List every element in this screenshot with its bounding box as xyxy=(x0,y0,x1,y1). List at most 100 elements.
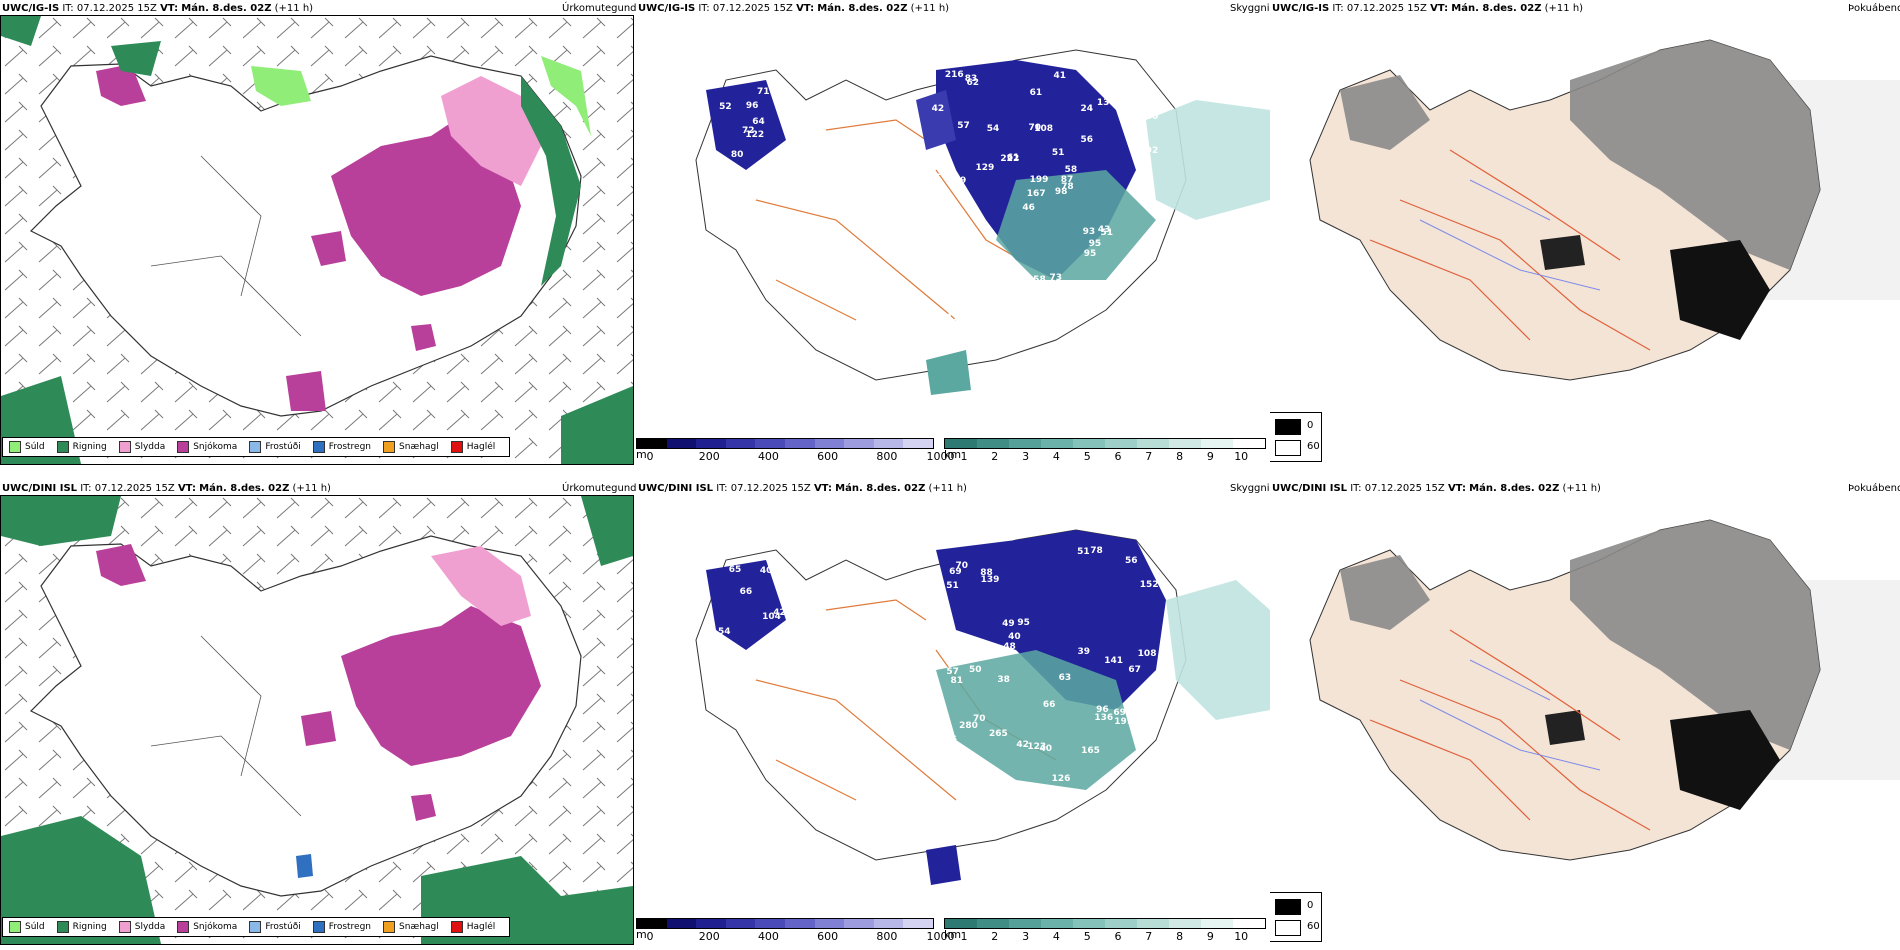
ceiling-value-label: 86 xyxy=(965,311,978,322)
ceiling-value-label: 61 xyxy=(1006,152,1020,163)
precip-type-panel-2: UWC/DINI ISL IT: 07.12.2025 15Z VT: Mán.… xyxy=(0,480,636,950)
legend-item: Rigning xyxy=(56,441,107,453)
visibility-unit: km xyxy=(944,928,962,941)
ceiling-value-label: 108 xyxy=(1137,649,1157,660)
legend-item: Frostregn xyxy=(312,441,371,453)
ceiling-value-label: 108 xyxy=(1034,124,1054,134)
ceiling-value-label: 39 xyxy=(1077,646,1090,657)
ceiling-value-label: 62 xyxy=(966,77,980,88)
ceiling-value-label: 95 xyxy=(1083,249,1097,260)
ceiling-value-label: 52 xyxy=(719,101,732,112)
fog-legend-min: 0 xyxy=(1307,900,1314,911)
ceiling-value-label: 43 xyxy=(1097,225,1111,236)
ceiling-value-label: 88 xyxy=(980,567,993,578)
panel-title: Úrkomutegund xyxy=(562,483,636,494)
panel-header: UWC/IG-IS IT: 07.12.2025 15Z VT: Mán. 8.… xyxy=(638,3,950,14)
tick-label: 0 xyxy=(646,930,654,943)
tick-label: 1 xyxy=(960,450,968,463)
ceiling-value-label: 73 xyxy=(1049,272,1063,283)
ceiling-value-label: 40 xyxy=(759,565,773,576)
fog-map[interactable] xyxy=(1270,500,1900,910)
ceiling-value-label: 59 xyxy=(1136,766,1149,777)
ceiling-value-label: 80 xyxy=(730,150,744,161)
ceiling-value-label: 66 xyxy=(739,587,753,598)
ceiling-value-label: 57 xyxy=(946,667,959,678)
ceiling-value-label: 40 xyxy=(1153,690,1166,701)
ceiling-value-label: 54 xyxy=(719,639,732,650)
ceiling-colorbar: m 0 200 400 600 800 1000 xyxy=(636,438,954,463)
ceiling-value-label: 92 xyxy=(1145,146,1159,157)
ceiling-value-label: 138 xyxy=(978,272,998,283)
tick-label: 600 xyxy=(817,930,839,943)
ceiling-value-label: 122 xyxy=(745,130,765,141)
legend-item: Snjókoma xyxy=(177,441,237,453)
ceiling-value-label: 54 xyxy=(718,626,731,637)
ceiling-value-label: 73 xyxy=(716,159,730,170)
ceiling-value-label: 139 xyxy=(980,574,1000,585)
ceiling-value-label: 222 xyxy=(1000,154,1020,165)
tick-label: 800 xyxy=(876,450,898,463)
ceiling-value-label: 49 xyxy=(988,256,1001,267)
tick-label: 200 xyxy=(698,450,720,463)
tick-label: 600 xyxy=(817,450,839,463)
ceiling-unit: m xyxy=(636,928,647,941)
ceiling-value-label: 69 xyxy=(949,567,962,578)
panel-title: Þokuábendi xyxy=(1848,483,1900,494)
precip-map[interactable] xyxy=(0,15,634,465)
ceiling-value-label: 104 xyxy=(762,611,781,622)
tick-label: 9 xyxy=(1206,930,1214,943)
ceiling-value-label: 71 xyxy=(757,86,770,97)
visibility-unit: km xyxy=(944,448,962,461)
panel-header: UWC/DINI ISL IT: 07.12.2025 15Z VT: Mán.… xyxy=(638,483,967,494)
tick-label: 4 xyxy=(1052,930,1060,943)
legend-item: Súld xyxy=(9,921,45,933)
ceiling-value-label: 48 xyxy=(1003,641,1016,652)
legend-item: Haglél xyxy=(450,441,495,453)
tick-label: 10 xyxy=(1234,930,1249,943)
ceiling-value-label: 42 xyxy=(931,103,945,114)
ceiling-value-label: 70 xyxy=(973,713,986,724)
ceiling-value-label: 11 xyxy=(961,258,974,269)
ceiling-value-label: 280 xyxy=(959,720,978,731)
ceiling-labels: 122 52 72 73 64 80 71 96 24 98 62 41 49 50 46 56 86 70 51 1… xyxy=(636,20,1270,430)
ceiling-value-label: 165 xyxy=(1030,283,1050,294)
visibility-map[interactable]: 122 52 72 73 64 80 71 96 24 98 62 41 49 50 46 56 86 70 51 1… xyxy=(636,20,1270,430)
legend-item: Súld xyxy=(9,441,45,453)
panel-title: Þokuábendi xyxy=(1848,3,1900,14)
ceiling-value-label: 72 xyxy=(742,125,755,136)
ceiling-value-label: 116 xyxy=(938,734,958,745)
ceiling-value-label: 66 xyxy=(1132,131,1145,142)
ceiling-value-label: 50 xyxy=(969,665,982,676)
precip-map[interactable] xyxy=(0,495,634,945)
ceiling-value-label: 58 xyxy=(1128,781,1141,792)
tick-label: 2 xyxy=(991,930,999,943)
tick-label: 3 xyxy=(1022,450,1030,463)
tick-label: 6 xyxy=(1114,450,1122,463)
ceiling-value-label: 191 xyxy=(1114,716,1134,727)
legend-item: Snæhagl xyxy=(383,441,439,453)
legend-item: Haglél xyxy=(450,921,495,933)
ceiling-value-label: 67 xyxy=(766,638,779,649)
ceiling-value-label: 42 xyxy=(773,608,786,619)
ceiling-value-label: 49 xyxy=(953,176,967,187)
legend-item: Slydda xyxy=(118,921,165,933)
ceiling-value-label: 63 xyxy=(1058,672,1072,683)
ceiling-value-label: 50 xyxy=(936,168,950,179)
fog-legend-min: 0 xyxy=(1307,420,1314,431)
ceiling-value-label: 67 xyxy=(1128,665,1141,676)
tick-label: 400 xyxy=(757,450,779,463)
precip-legend: Súld Rigning Slydda Snjókoma Frostúði Fr… xyxy=(2,437,511,457)
fog-map[interactable] xyxy=(1270,20,1900,430)
visibility-panel-1: UWC/IG-IS IT: 07.12.2025 15Z VT: Mán. 8.… xyxy=(636,0,1270,470)
ceiling-value-label: 152 xyxy=(1139,579,1159,590)
panel-title: Úrkomutegund xyxy=(562,3,636,14)
ceiling-value-label: 216 xyxy=(944,70,964,81)
ceiling-colorbar: m 0 200 400 600 800 1000 xyxy=(636,918,954,943)
ceiling-value-label: 123 xyxy=(1027,741,1047,752)
ceiling-value-label: 129 xyxy=(975,163,995,174)
visibility-map[interactable]: 104 42 54 65 66 67 54 40 49 48 51 57 69 59 42 108 66 63 95… xyxy=(636,500,1270,910)
ceiling-value-label: 95 xyxy=(1017,617,1030,628)
ceiling-value-label: 24 xyxy=(1080,104,1094,115)
ceiling-value-label: 70 xyxy=(1028,123,1042,134)
ceiling-value-label: 165 xyxy=(1081,746,1100,757)
